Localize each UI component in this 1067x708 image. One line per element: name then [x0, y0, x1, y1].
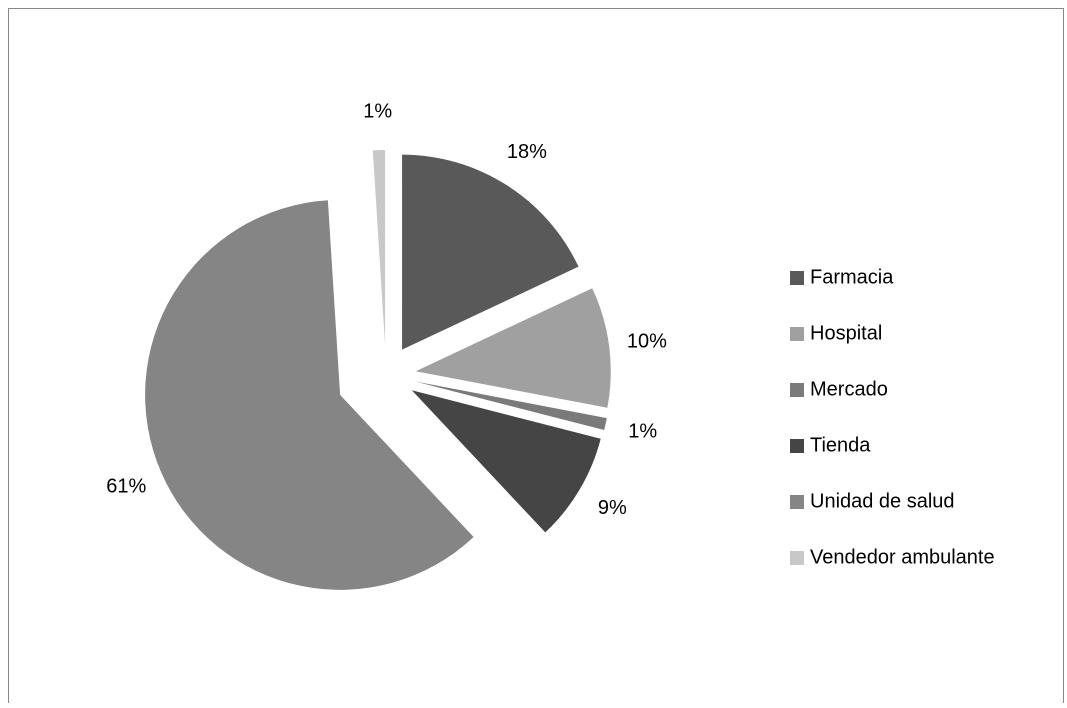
legend-swatch	[790, 551, 804, 565]
data-label: 9%	[598, 497, 627, 519]
legend-label: Tienda	[810, 434, 871, 456]
legend-label: Farmacia	[810, 266, 894, 288]
data-label: 1%	[628, 421, 657, 443]
legend-swatch	[790, 439, 804, 453]
pie-slice	[415, 381, 607, 431]
pie-slice	[411, 390, 601, 533]
pie-slice	[415, 288, 611, 408]
pie-slice	[145, 200, 474, 590]
pie-slice	[372, 150, 386, 346]
legend-label: Mercado	[810, 378, 888, 400]
legend-swatch	[790, 383, 804, 397]
legend-swatch	[790, 327, 804, 341]
legend-swatch	[790, 271, 804, 285]
data-label: 61%	[106, 476, 146, 498]
data-label: 1%	[363, 100, 392, 122]
chart-frame	[8, 8, 1064, 708]
pie-slice	[402, 154, 579, 350]
data-label: 18%	[507, 141, 547, 163]
legend-label: Vendedor ambulante	[810, 546, 995, 568]
legend-label: Hospital	[810, 322, 882, 344]
legend-swatch	[790, 495, 804, 509]
data-label: 10%	[627, 330, 667, 352]
legend-label: Unidad de salud	[810, 490, 955, 512]
